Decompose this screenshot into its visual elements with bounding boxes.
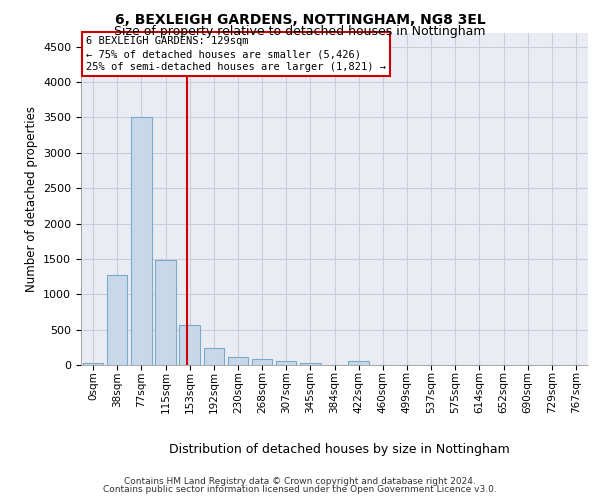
Bar <box>179 324 200 365</box>
Bar <box>155 260 176 365</box>
Bar <box>300 362 320 365</box>
Y-axis label: Number of detached properties: Number of detached properties <box>25 106 38 292</box>
Text: Distribution of detached houses by size in Nottingham: Distribution of detached houses by size … <box>169 442 509 456</box>
Text: 6, BEXLEIGH GARDENS, NOTTINGHAM, NG8 3EL: 6, BEXLEIGH GARDENS, NOTTINGHAM, NG8 3EL <box>115 12 485 26</box>
Bar <box>276 361 296 365</box>
Bar <box>203 348 224 365</box>
Text: Size of property relative to detached houses in Nottingham: Size of property relative to detached ho… <box>114 25 486 38</box>
Bar <box>349 361 369 365</box>
Bar <box>131 118 152 365</box>
Bar <box>252 359 272 365</box>
Bar <box>227 357 248 365</box>
Text: 6 BEXLEIGH GARDENS: 129sqm
← 75% of detached houses are smaller (5,426)
25% of s: 6 BEXLEIGH GARDENS: 129sqm ← 75% of deta… <box>86 36 386 72</box>
Bar <box>83 363 103 365</box>
Text: Contains HM Land Registry data © Crown copyright and database right 2024.: Contains HM Land Registry data © Crown c… <box>124 478 476 486</box>
Bar <box>107 275 127 365</box>
Text: Contains public sector information licensed under the Open Government Licence v3: Contains public sector information licen… <box>103 485 497 494</box>
